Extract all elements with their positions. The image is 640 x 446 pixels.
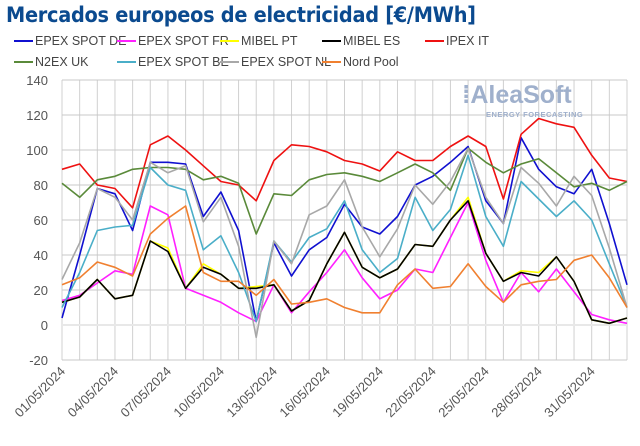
chart-title: Mercados europeos de electricidad [€/MWh… — [6, 3, 476, 27]
y-tick-label: 140 — [26, 73, 48, 88]
legend-item: Nord Pool — [322, 55, 399, 69]
legend-label: MIBEL PT — [241, 34, 298, 48]
x-tick-label: 16/05/2024 — [276, 364, 333, 421]
legend-item: MIBEL ES — [322, 34, 400, 48]
x-tick-label: 31/05/2024 — [541, 364, 598, 421]
series-line-mibel-es — [61, 200, 628, 325]
x-tick-label: 07/05/2024 — [117, 364, 174, 421]
legend-swatch — [14, 61, 33, 63]
aleasoft-logo: ⁞AleaSoft ENERGY FORECASTING — [462, 82, 584, 120]
y-tick-label: 80 — [34, 178, 48, 193]
legend-item: MIBEL PT — [220, 34, 298, 48]
legend-item: N2EX UK — [14, 55, 89, 69]
y-tick-label: 20 — [34, 283, 48, 298]
y-tick-label: 120 — [26, 108, 48, 123]
legend-swatch — [14, 40, 33, 42]
y-tick-label: 40 — [34, 248, 48, 263]
series-line-epex-spot-nl — [61, 147, 628, 339]
y-tick-label: 0 — [41, 318, 48, 333]
series-line-epex-spot-de — [61, 137, 628, 323]
series-line-ipex-it — [61, 117, 628, 209]
legend-item: EPEX SPOT DE — [14, 34, 126, 48]
legend-item: EPEX SPOT NL — [220, 55, 331, 69]
x-tick-label: 13/05/2024 — [223, 364, 280, 421]
logo-tagline: ENERGY FORECASTING — [486, 110, 584, 119]
legend-item: EPEX SPOT FR — [117, 34, 229, 48]
legend-swatch — [425, 40, 444, 42]
logo-dots-icon: ⁞ — [462, 81, 471, 109]
legend-label: N2EX UK — [35, 55, 89, 69]
series-line-epex-spot-fr — [61, 201, 628, 325]
legend-swatch — [117, 40, 136, 42]
y-tick-label: 100 — [26, 143, 48, 158]
legend-swatch — [220, 40, 239, 42]
x-tick-label: 01/05/2024 — [11, 364, 68, 421]
y-tick-label: -20 — [29, 353, 48, 368]
series-line-nord-pool — [61, 205, 628, 314]
x-tick-label: 19/05/2024 — [329, 364, 386, 421]
x-tick-label: 22/05/2024 — [382, 364, 439, 421]
logo-brand-line: ⁞AleaSoft — [462, 82, 583, 109]
legend-label: EPEX SPOT BE — [138, 55, 229, 69]
legend-swatch — [117, 61, 136, 63]
series-line-n2ex-uk — [61, 147, 628, 235]
x-tick-label: 10/05/2024 — [170, 364, 227, 421]
legend-label: EPEX SPOT NL — [241, 55, 332, 69]
x-tick-label: 04/05/2024 — [64, 364, 121, 421]
x-tick-label: 28/05/2024 — [488, 364, 545, 421]
legend-item: EPEX SPOT BE — [117, 55, 229, 69]
legend-item: IPEX IT — [425, 34, 489, 48]
logo-brand: AleaSoft — [470, 81, 572, 109]
legend-label: EPEX SPOT DE — [35, 34, 127, 48]
legend-swatch — [322, 40, 341, 42]
legend-label: Nord Pool — [343, 55, 399, 69]
legend-label: EPEX SPOT FR — [138, 34, 229, 48]
legend-label: IPEX IT — [446, 34, 490, 48]
legend-label: MIBEL ES — [343, 34, 401, 48]
legend-swatch — [322, 61, 341, 63]
x-tick-label: 25/05/2024 — [435, 364, 492, 421]
series-line-epex-spot-be — [61, 154, 628, 323]
legend-swatch — [220, 61, 239, 63]
y-tick-label: 60 — [34, 213, 48, 228]
